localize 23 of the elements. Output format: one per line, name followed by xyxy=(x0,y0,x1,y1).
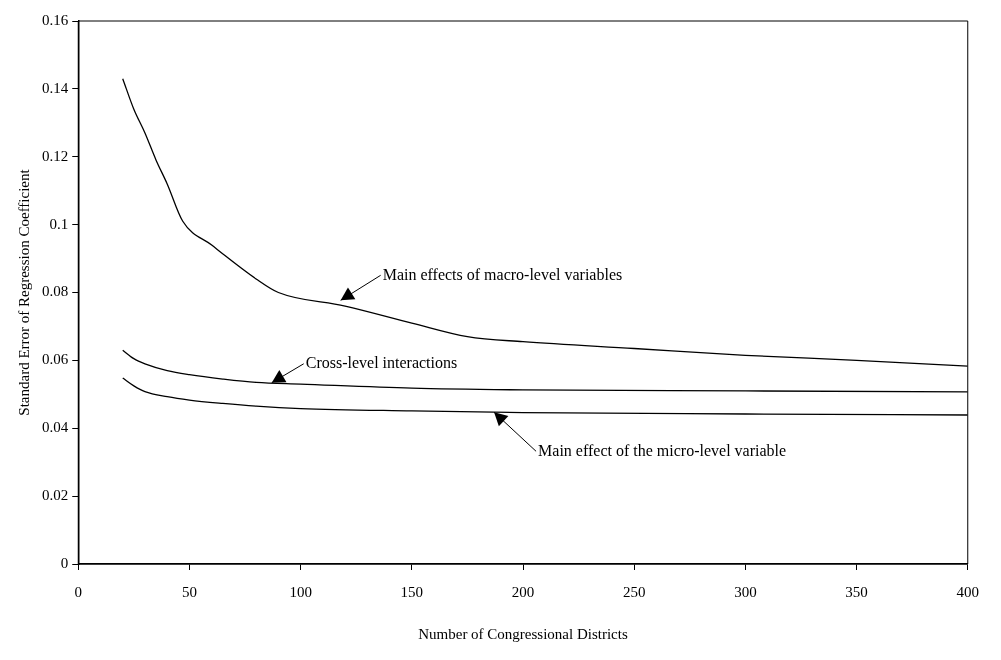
y-tick-label: 0.1 xyxy=(49,215,69,232)
y-tick-label: 0.14 xyxy=(42,79,69,96)
x-tick-label: 100 xyxy=(289,583,312,600)
x-tick-label: 300 xyxy=(734,583,757,600)
x-tick-label: 0 xyxy=(74,583,82,600)
y-tick-label: 0.12 xyxy=(42,147,69,164)
y-tick-label: 0.06 xyxy=(42,351,69,368)
y-tick-label: 0.08 xyxy=(42,283,69,300)
x-tick-label: 200 xyxy=(511,583,535,600)
x-tick-label: 250 xyxy=(622,583,646,600)
annotation: Main effect of the micro-level variable xyxy=(538,441,787,459)
x-tick-label: 50 xyxy=(181,583,197,600)
y-tick-label: 0.16 xyxy=(42,11,69,28)
y-tick-label: 0.02 xyxy=(42,487,69,504)
annotation: Cross-level interactions xyxy=(305,353,458,371)
y-axis-title: Standard Error of Regression Coefficient xyxy=(15,168,32,416)
x-tick-label: 150 xyxy=(400,583,424,600)
x-tick-label: 400 xyxy=(956,583,979,600)
x-tick-label: 350 xyxy=(845,583,868,600)
y-tick-label: 0.04 xyxy=(42,419,69,436)
y-tick-label: 0 xyxy=(60,554,69,571)
annotation: Main effects of macro-level variables xyxy=(382,265,623,283)
x-axis-title: Number of Congressional Districts xyxy=(418,625,628,642)
